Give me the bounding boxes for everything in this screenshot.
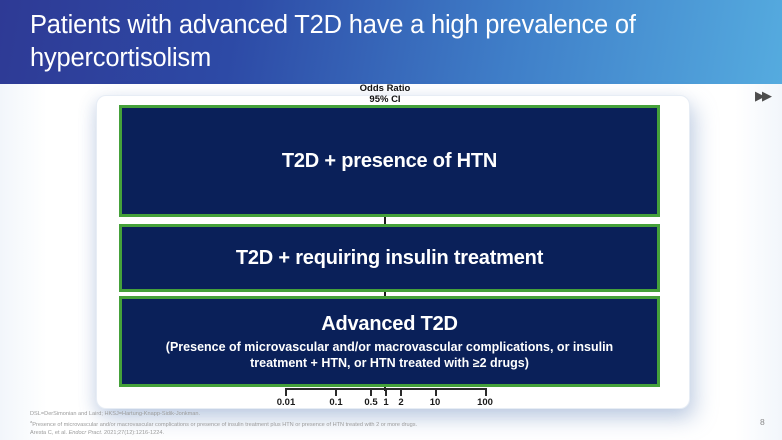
group-label: T2D + presence of HTN: [281, 149, 498, 172]
x-axis-tick-label: 1: [383, 397, 389, 408]
axis-title: Odds Ratio 95% CI: [335, 83, 435, 105]
x-axis-tick-label: 0.1: [329, 397, 343, 408]
x-axis-tick-label: 0.5: [364, 397, 378, 408]
x-axis-tick: [370, 388, 372, 396]
x-axis-tick-label: 100: [477, 397, 493, 408]
group-box-t2d-htn: T2D + presence of HTN: [119, 105, 660, 217]
group-box-advanced-t2d: Advanced T2D (Presence of microvascular …: [119, 296, 660, 387]
next-slide-icon[interactable]: ▶▶: [755, 88, 772, 103]
x-axis-tick: [400, 388, 402, 396]
page-number: 8: [760, 417, 765, 427]
x-axis-tick: [435, 388, 437, 396]
footnote-marker: a: [30, 419, 33, 425]
x-axis-tick-label: 10: [429, 397, 441, 408]
footnote-definition: aPresence of microvascular and/or macrov…: [30, 419, 418, 429]
group-description: (Presence of microvascular and/or macrov…: [165, 339, 614, 370]
slide-title: Patients with advanced T2D have a high p…: [30, 11, 636, 72]
x-axis-tick: [385, 388, 387, 396]
x-axis-tick-label: 2: [398, 397, 404, 408]
x-axis-tick: [335, 388, 337, 396]
group-label: T2D + requiring insulin treatment: [235, 246, 544, 269]
slide-header-banner: Patients with advanced T2D have a high p…: [0, 0, 782, 84]
footnote-abbreviations: DSL=DerSimonian and Laird; HKSJ=Hartung-…: [30, 411, 201, 417]
footnotes: DSL=DerSimonian and Laird; HKSJ=Hartung-…: [30, 411, 750, 437]
group-box-t2d-insulin: T2D + requiring insulin treatment: [119, 224, 660, 292]
footnote-citation: Aresta C, et al. Endocr Pract. 2021;27(1…: [30, 429, 165, 436]
axis-title-line1: Odds Ratio: [359, 83, 411, 94]
x-axis-tick: [485, 388, 487, 396]
x-axis-tick-label: 0.01: [276, 397, 296, 408]
x-axis-tick: [285, 388, 287, 396]
axis-title-line2: 95% CI: [369, 93, 401, 105]
group-label: Advanced T2D: [321, 312, 458, 335]
